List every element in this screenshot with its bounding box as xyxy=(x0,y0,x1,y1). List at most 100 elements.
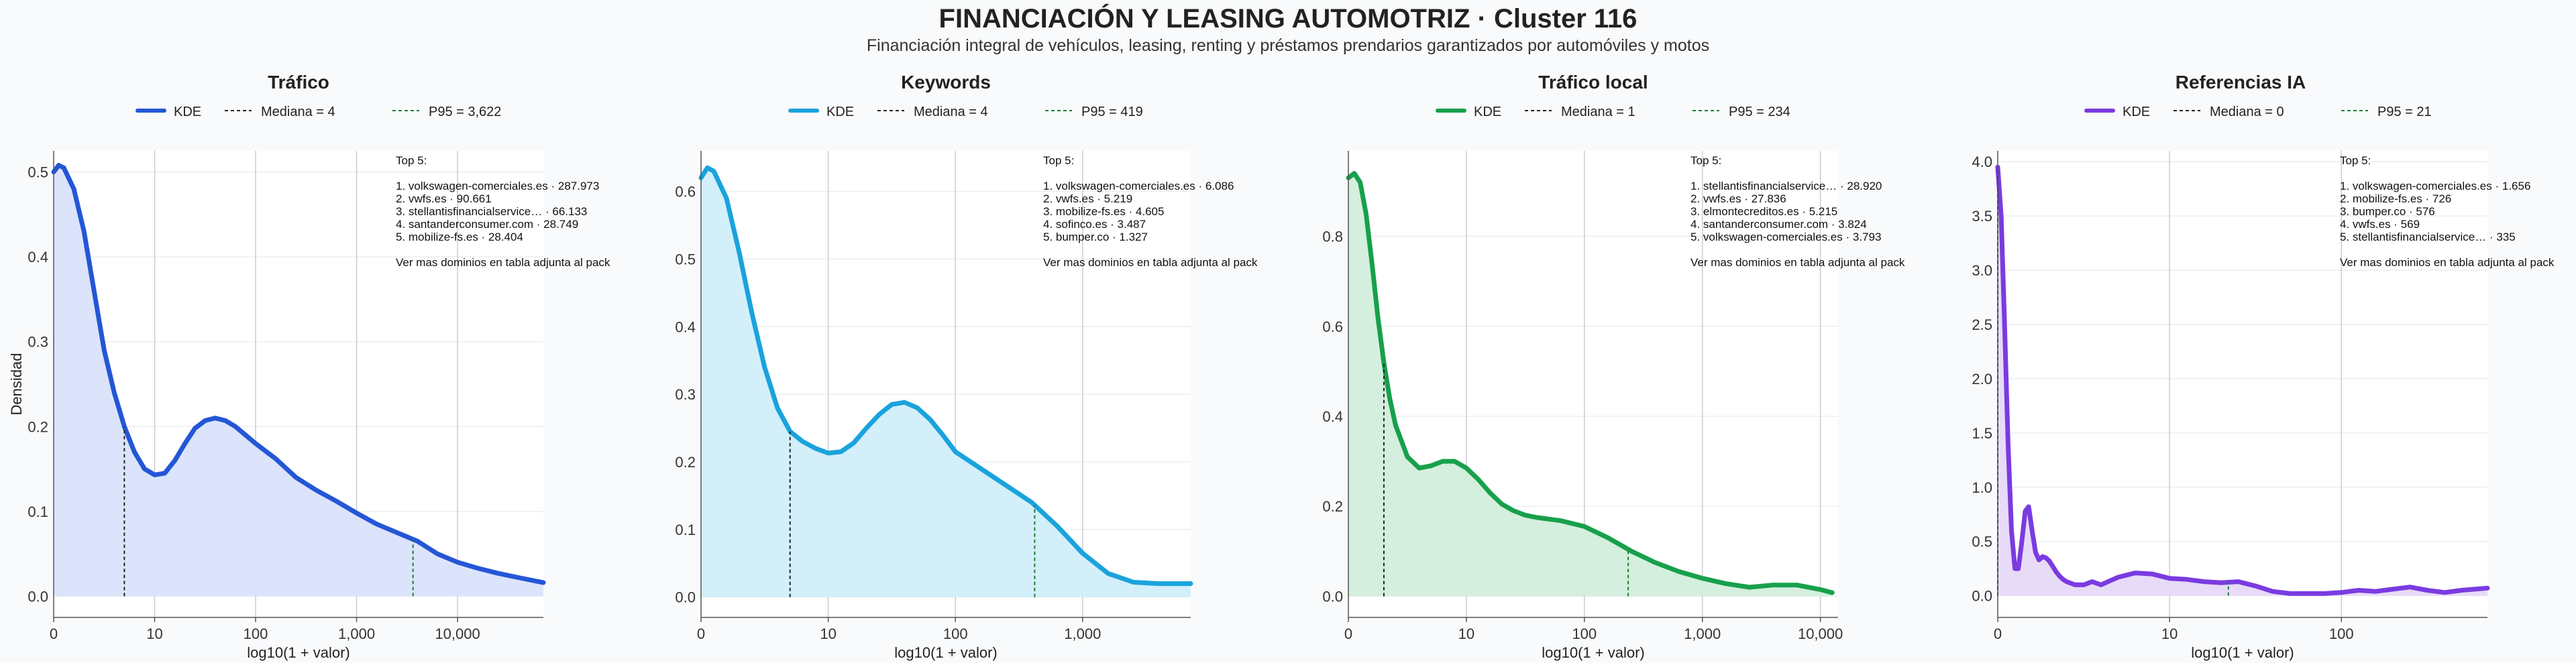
y-tick-label: 0.4 xyxy=(1322,408,1343,425)
x-tick-label: 10,000 xyxy=(1798,625,1843,642)
chart-panel-2: Keywords KDE Mediana = 4 P95 = 419 0.0 0.1 0.2… xyxy=(675,72,1258,661)
top5-item: 2. mobilize-fs.es · 726 xyxy=(2340,192,2451,205)
top5-item: 4. santanderconsumer.com · 3.824 xyxy=(1690,218,1867,231)
top5-item: 4. sofinco.es · 3.487 xyxy=(1043,218,1146,231)
chart-title: Tráfico local xyxy=(1538,72,1648,93)
chart-panel-4: Referencias IA KDE Mediana = 0 P95 = 21 0.0 0… xyxy=(1972,72,2555,661)
kde-area xyxy=(701,168,1191,597)
y-tick-label: 0.2 xyxy=(675,454,696,471)
y-tick-label: 0.1 xyxy=(28,503,48,520)
x-tick-label: 1,000 xyxy=(1684,625,1721,642)
top5-item: 4. vwfs.es · 569 xyxy=(2340,218,2420,231)
chart-panel-3: Tráfico local KDE Mediana = 1 P95 = 234 0.0 0… xyxy=(1322,72,1905,661)
kde-line xyxy=(1995,164,2490,596)
top5-item: 3. elmontecreditos.es · 5.215 xyxy=(1690,205,1837,218)
top5-footer: Ver mas dominios en tabla adjunta al pac… xyxy=(1043,256,1258,269)
y-tick-label: 0.2 xyxy=(1322,498,1343,515)
x-axis-label: log10(1 + valor) xyxy=(2191,644,2294,661)
y-tick-label: 0.6 xyxy=(1322,318,1343,335)
top5-item: 1. volkswagen-comerciales.es · 6.086 xyxy=(1043,180,1234,192)
y-tick-label: 0.4 xyxy=(28,249,48,265)
y-axis-label: Densidad xyxy=(8,353,25,416)
legend-p95-label: P95 = 234 xyxy=(1729,105,1790,119)
y-tick-label: 2.5 xyxy=(1972,316,1992,333)
x-tick-label: 0 xyxy=(50,625,58,642)
x-tick-label: 0 xyxy=(1994,625,2002,642)
x-tick-label: 0 xyxy=(1344,625,1352,642)
y-tick-label: 3.5 xyxy=(1972,208,1992,225)
top5-annotation: Top 5: 1. volkswagen-comerciales.es · 287… xyxy=(396,154,610,269)
top5-item: 2. vwfs.es · 5.219 xyxy=(1043,192,1132,205)
top5-footer: Ver mas dominios en tabla adjunta al pac… xyxy=(2340,256,2555,269)
y-tick-label: 0.0 xyxy=(28,588,48,605)
x-axis-label: log10(1 + valor) xyxy=(1542,644,1644,661)
kde-line xyxy=(698,165,1193,587)
x-tick-label: 100 xyxy=(244,625,268,642)
y-tick-label: 0.3 xyxy=(675,386,696,403)
chart-panel-1: Tráfico KDE Mediana = 4 P95 = 3,622 0.0 0.1 0.… xyxy=(28,72,610,661)
y-tick-label: 2.0 xyxy=(1972,371,1992,387)
chart-legend: KDE Mediana = 4 P95 = 3,622 xyxy=(136,105,501,119)
top5-item: 1. stellantisfinancialservice… · 28.920 xyxy=(1690,180,1882,192)
y-tick-label: 0.5 xyxy=(28,164,48,181)
legend-kde-label: KDE xyxy=(2123,105,2150,119)
y-tick-label: 0.2 xyxy=(28,418,48,435)
chart-title: Tráfico xyxy=(268,72,329,93)
legend-median-label: Mediana = 1 xyxy=(1561,105,1635,119)
top5-heading: Top 5: xyxy=(1690,154,1721,167)
y-tick-label: 4.0 xyxy=(1972,154,1992,170)
kde-area xyxy=(54,165,543,597)
y-tick-label: 0.0 xyxy=(675,589,696,606)
top5-annotation: Top 5: 1. stellantisfinancialservice… · 2… xyxy=(1690,154,1905,269)
legend-p95-label: P95 = 21 xyxy=(2377,105,2432,119)
y-tick-label: 0.0 xyxy=(1322,588,1343,605)
y-tick-label: 1.5 xyxy=(1972,425,1992,442)
y-tick-label: 0.1 xyxy=(675,522,696,538)
chart-title: Referencias IA xyxy=(2176,72,2306,93)
chart-legend: KDE Mediana = 1 P95 = 234 xyxy=(1436,105,1790,119)
top5-item: 3. bumper.co · 576 xyxy=(2340,205,2435,218)
top5-heading: Top 5: xyxy=(1043,154,1074,167)
top5-item: 5. volkswagen-comerciales.es · 3.793 xyxy=(1690,231,1881,243)
top5-item: 2. vwfs.es · 90.661 xyxy=(396,192,492,205)
legend-kde-label: KDE xyxy=(1474,105,1501,119)
top5-item: 5. bumper.co · 1.327 xyxy=(1043,231,1148,243)
x-axis-label: log10(1 + valor) xyxy=(894,644,997,661)
y-tick-label: 3.0 xyxy=(1972,262,1992,279)
page-subtitle: Financiación integral de vehículos, leas… xyxy=(866,36,1710,55)
top5-annotation: Top 5: 1. volkswagen-comerciales.es · 1.6… xyxy=(2340,154,2555,269)
top5-footer: Ver mas dominios en tabla adjunta al pac… xyxy=(396,256,610,269)
top5-item: 5. stellantisfinancialservice… · 335 xyxy=(2340,231,2516,243)
top5-item: 5. mobilize-fs.es · 28.404 xyxy=(396,231,523,243)
y-tick-label: 0.3 xyxy=(28,334,48,351)
top5-item: 2. vwfs.es · 27.836 xyxy=(1690,192,1786,205)
legend-median-label: Mediana = 4 xyxy=(261,105,335,119)
x-tick-label: 0 xyxy=(697,625,705,642)
y-tick-label: 0.8 xyxy=(1322,229,1343,245)
x-tick-label: 100 xyxy=(943,625,968,642)
x-tick-label: 100 xyxy=(1572,625,1597,642)
x-axis-label: log10(1 + valor) xyxy=(247,644,350,661)
legend-kde-label: KDE xyxy=(826,105,854,119)
x-tick-label: 10 xyxy=(820,625,836,642)
y-tick-label: 0.6 xyxy=(675,184,696,200)
x-tick-label: 1,000 xyxy=(1064,625,1101,642)
x-tick-label: 10,000 xyxy=(435,625,480,642)
legend-median-label: Mediana = 4 xyxy=(914,105,988,119)
y-tick-label: 0.5 xyxy=(1972,534,1992,550)
kde-area xyxy=(1348,173,1833,597)
top5-item: 3. stellantisfinancialservice… · 66.133 xyxy=(396,205,587,218)
top5-item: 4. santanderconsumer.com · 28.749 xyxy=(396,218,578,231)
y-tick-label: 1.0 xyxy=(1972,479,1992,496)
chart-legend: KDE Mediana = 4 P95 = 419 xyxy=(788,105,1143,119)
top5-item: 3. mobilize-fs.es · 4.605 xyxy=(1043,205,1164,218)
y-tick-label: 0.4 xyxy=(675,318,696,335)
x-tick-label: 10 xyxy=(146,625,162,642)
page-title: FINANCIACIÓN Y LEASING AUTOMOTRIZ · Clus… xyxy=(938,4,1638,34)
x-tick-label: 10 xyxy=(2161,625,2178,642)
top5-annotation: Top 5: 1. volkswagen-comerciales.es · 6.0… xyxy=(1043,154,1258,269)
legend-p95-label: P95 = 419 xyxy=(1081,105,1143,119)
legend-p95-label: P95 = 3,622 xyxy=(429,105,501,119)
top5-heading: Top 5: xyxy=(2340,154,2371,167)
